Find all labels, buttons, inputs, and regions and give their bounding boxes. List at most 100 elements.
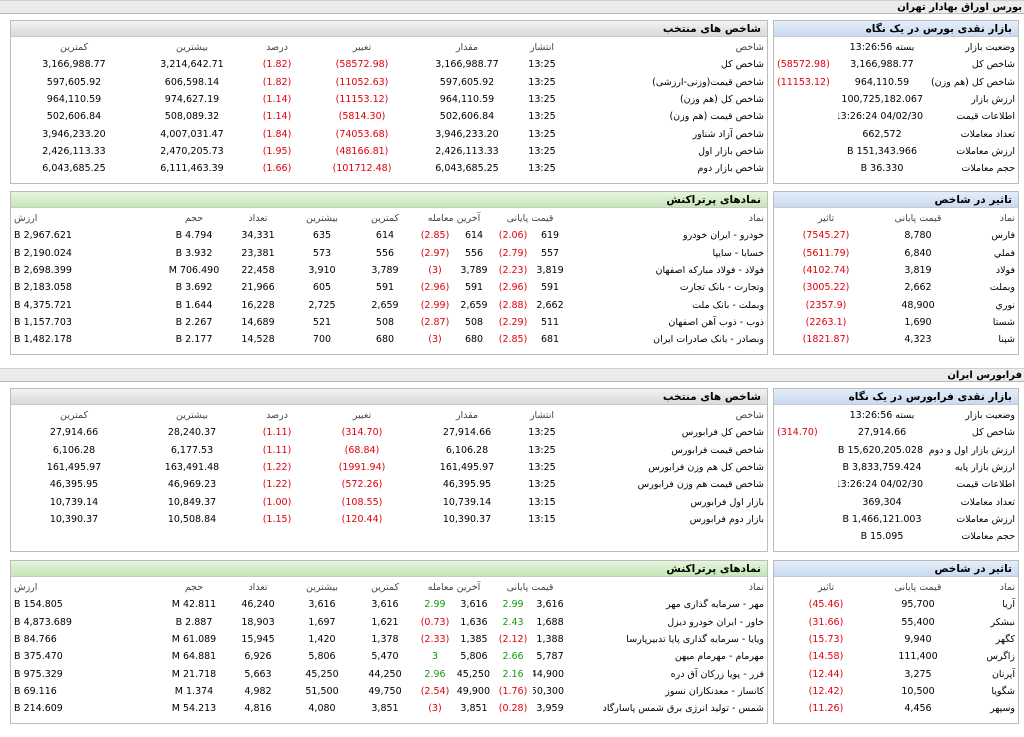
- indices-header-cell: شاخص: [735, 410, 764, 422]
- active-row[interactable]: مهرمام - مهرمام میهن 5,787 2.66 5,806 3 5,470…: [11, 648, 767, 665]
- indices-row[interactable]: شاخص قیمت(وزنی-ارزشی) 13:25 597,605.92 (110…: [11, 74, 767, 91]
- impact-row[interactable]: آپرنان 3,275 (12.44): [774, 665, 1018, 682]
- active-cell: 2.177 B: [175, 334, 213, 346]
- indices-cell: 6,177.53: [170, 444, 214, 456]
- impact-cell: 4,323: [904, 334, 932, 346]
- indices-row[interactable]: شاخص قیمت فرابورس 13:25 6,106.28 (68.84) (1.…: [11, 442, 767, 459]
- impact-row[interactable]: زاگرس 111,400 (14.58): [774, 648, 1018, 665]
- impact-header-cell: نماد: [999, 582, 1015, 594]
- impact-row[interactable]: فارس 8,780 (7545.27): [774, 227, 1018, 244]
- active-cell: 5,470: [371, 651, 399, 663]
- impact-row[interactable]: نوري 48,900 (2357.9): [774, 296, 1018, 313]
- impact-cell: (15.73): [808, 634, 844, 646]
- indices-row[interactable]: شاخص قیمت (هم وزن) 13:25 502,606.84 (5814.3…: [11, 108, 767, 125]
- active-cell: (3): [428, 265, 442, 277]
- active-row[interactable]: خاور - ایران خودرو دیزل 1,688 2.43 1,636 (0.…: [11, 614, 767, 631]
- active-cell: 3.932 B: [175, 247, 213, 259]
- active-header-cell: کمترین: [371, 582, 399, 594]
- active-cell: 18,903: [241, 616, 275, 628]
- active-cell: 14,528: [241, 334, 275, 346]
- active-cell: 54.213 M: [171, 703, 217, 715]
- active-cell: 1,385: [460, 634, 488, 646]
- impact-row[interactable]: فملي 6,840 (5611.79): [774, 245, 1018, 262]
- indices-cell: 3,166,988.77: [435, 59, 499, 71]
- indices-cell: 606,598.14: [164, 76, 220, 88]
- active-row[interactable]: خودرو - ایران خودرو 619 (2.06) 614 (2.85) 614…: [11, 227, 767, 244]
- indices-cell: (1.11): [262, 427, 292, 439]
- active-cell: 34,331: [241, 230, 275, 242]
- indices-cell: (1.82): [262, 59, 292, 71]
- overview-value: 662,572: [862, 128, 902, 140]
- active-cell: خسابا - سایپا: [712, 247, 765, 259]
- indices-row[interactable]: شاخص بازار دوم 13:25 6,043,685.25 (101712.4…: [11, 160, 767, 177]
- impact-row[interactable]: كگهر 9,940 (15.73): [774, 631, 1018, 648]
- impact-row[interactable]: شستا 1,690 (2263.1): [774, 314, 1018, 331]
- active-row[interactable]: شمس - تولید انرژی برق شمس پاسارگاد 3,959 (…: [11, 700, 767, 717]
- active-cell: وبملت - بانک ملت: [692, 299, 765, 311]
- active-row[interactable]: وبملت - بانک ملت 2,662 (2.88) 2,659 (2.99) 2,…: [11, 296, 767, 313]
- indices-row[interactable]: شاخص کل هم وزن فرابورس 13:25 161,495.97 (19…: [11, 459, 767, 476]
- impact-header-cell: تاثیر: [817, 213, 835, 225]
- impact-row[interactable]: نبشكر 55,400 (31.66): [774, 614, 1018, 631]
- impact-row[interactable]: فولاد 3,819 (4102.74): [774, 262, 1018, 279]
- impact-header-cell: قیمت پایانی: [894, 213, 942, 225]
- overview-label: حجم معاملات: [961, 531, 1015, 543]
- indices-cell: شاخص آزاد شناور: [692, 128, 764, 140]
- active-row[interactable]: ویایا - سرمایه گذاری پایا تدبیرپارسا 1,38…: [11, 631, 767, 648]
- active-row[interactable]: وبصادر - بانک صادرات ایران 681 (2.85) 680 (3…: [11, 331, 767, 348]
- indices-cell: (1.14): [262, 111, 292, 123]
- impact-cell: (11.26): [808, 703, 844, 715]
- active-header-cell: آخرین معامله: [427, 582, 481, 594]
- indices-cell: 6,043,685.25: [42, 163, 106, 175]
- active-row[interactable]: ذوب - ذوب آهن اصفهان 511 (2.29) 508 (2.87) 50…: [11, 314, 767, 331]
- indices-row[interactable]: شاخص آزاد شناور 13:25 3,946,233.20 (74053.6…: [11, 125, 767, 142]
- active-cell: 508: [375, 316, 395, 328]
- indices-cell: 3,946,233.20: [42, 128, 106, 140]
- indices-row[interactable]: شاخص کل 13:25 3,166,988.77 (58572.98) (1.82)…: [11, 56, 767, 73]
- impact-row[interactable]: آريا 95,700 (45.46): [774, 596, 1018, 613]
- indices-header-cell: کمترین: [60, 410, 88, 422]
- impact-row[interactable]: شپنا 4,323 (1821.87): [774, 331, 1018, 348]
- active-cell: 511: [540, 316, 560, 328]
- impact-row[interactable]: وبملت 2,662 (3005.22): [774, 279, 1018, 296]
- indices-cell: 974,627.19: [164, 94, 220, 106]
- active-header-cell: نماد: [748, 213, 765, 225]
- indices-cell: (1.00): [262, 496, 292, 508]
- overview-value: 369,304: [862, 496, 902, 508]
- active-row[interactable]: فرر - پویا زرکان آق دره 44,900 2.16 45,250 2…: [11, 665, 767, 682]
- indices-row[interactable]: بازار اول فرابورس 13:15 10,739.14 (108.55) (…: [11, 493, 767, 510]
- indices-row[interactable]: شاخص بازار اول 13:25 2,426,113.33 (48166.81…: [11, 143, 767, 160]
- indices-cell: 13:25: [528, 427, 556, 439]
- indices-cell: 964,110.59: [46, 94, 102, 106]
- indices-row[interactable]: شاخص کل (هم وزن) 13:25 964,110.59 (11153.12…: [11, 91, 767, 108]
- active-cell: 5,787: [536, 651, 564, 663]
- impact-row[interactable]: شگويا 10,500 (12.42): [774, 683, 1018, 700]
- indices-cell: (74053.68): [335, 128, 389, 140]
- indices-cell: 13:15: [528, 496, 556, 508]
- active-row[interactable]: وتجارت - بانک تجارت 591 (2.96) 591 (2.96) 591…: [11, 279, 767, 296]
- active-cell: 2.43: [502, 616, 524, 628]
- indices-header-cell: تغییر: [352, 42, 372, 54]
- indices-row[interactable]: شاخص قیمت هم وزن فرابورس 13:25 46,395.95 (5…: [11, 476, 767, 493]
- active-row[interactable]: مهر - سرمایه گذاری مهر 3,616 2.99 3,616 2.99…: [11, 596, 767, 613]
- indices-row[interactable]: شاخص کل فرابورس 13:25 27,914.66 (314.70) (1.…: [11, 424, 767, 441]
- indices-cell: 27,914.66: [49, 427, 99, 439]
- impact-cell: 8,780: [904, 230, 932, 242]
- impact-row[interactable]: وسپهر 4,456 (11.26): [774, 700, 1018, 717]
- active-header-cell: بیشترین: [306, 582, 338, 594]
- overview-value: بسته 13:26:56: [849, 410, 915, 422]
- active-cell: 614: [464, 230, 484, 242]
- overview-value: 15,620,205.028 B: [838, 444, 923, 456]
- active-row[interactable]: فولاد - فولاد مبارکه اصفهان 3,819 (2.23) 3,…: [11, 262, 767, 279]
- indices-cell: 10,390.37: [442, 513, 492, 525]
- indices-row[interactable]: بازار دوم فرابورس 13:15 10,390.37 (120.44) (…: [11, 511, 767, 528]
- active-row[interactable]: کانساز - معدنکاران نسوز 50,300 (1.76) 49,90…: [11, 683, 767, 700]
- indices-cell: 163,491.48: [164, 462, 220, 474]
- indices-cell: 13:25: [528, 76, 556, 88]
- active-header-cell: تعداد: [248, 213, 268, 225]
- active-row[interactable]: خسابا - سایپا 557 (2.79) 556 (2.97) 556 573 23,…: [11, 245, 767, 262]
- fara-indices-table: شاخص انتشار مقدار تغییر درصد بیشترین کمترین شا…: [11, 407, 767, 528]
- active-header-cell: کمترین: [371, 213, 399, 225]
- active-cell: 521: [312, 316, 332, 328]
- overview-change: [774, 459, 838, 476]
